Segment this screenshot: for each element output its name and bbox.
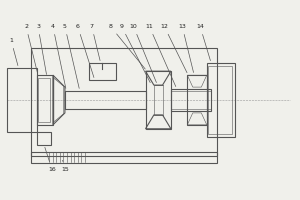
- Bar: [187, 75, 207, 125]
- Bar: [7, 68, 37, 132]
- Text: 14: 14: [196, 24, 210, 61]
- Text: 3: 3: [36, 24, 46, 74]
- Bar: [171, 89, 211, 111]
- Text: 15: 15: [61, 160, 69, 172]
- Text: 9: 9: [120, 24, 150, 83]
- Text: 5: 5: [63, 24, 79, 88]
- Text: 2: 2: [24, 24, 38, 72]
- Bar: [208, 66, 232, 134]
- Bar: [89, 63, 116, 80]
- Text: 8: 8: [109, 24, 145, 69]
- Text: 16: 16: [45, 147, 56, 172]
- Text: 11: 11: [146, 24, 176, 87]
- Bar: [38, 78, 50, 122]
- Bar: [37, 132, 52, 145]
- Bar: [37, 75, 53, 125]
- Bar: [65, 91, 146, 109]
- Text: 13: 13: [178, 24, 194, 72]
- Bar: [146, 71, 171, 129]
- Text: 4: 4: [51, 24, 66, 88]
- Text: 1: 1: [9, 38, 18, 66]
- Bar: [31, 152, 217, 163]
- Text: 12: 12: [160, 24, 187, 73]
- Text: 6: 6: [76, 24, 94, 77]
- Bar: [154, 85, 163, 115]
- Bar: [207, 63, 235, 137]
- Text: 10: 10: [130, 24, 156, 83]
- Text: 7: 7: [90, 24, 100, 61]
- Bar: [31, 48, 217, 156]
